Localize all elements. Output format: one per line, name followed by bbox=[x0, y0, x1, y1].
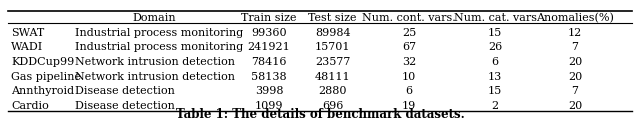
Text: 23577: 23577 bbox=[315, 57, 351, 67]
Text: Disease detection: Disease detection bbox=[75, 101, 175, 111]
Text: Num. cat. vars: Num. cat. vars bbox=[454, 13, 537, 23]
Text: 99360: 99360 bbox=[252, 28, 287, 38]
Text: 7: 7 bbox=[572, 42, 579, 52]
Text: 7: 7 bbox=[572, 86, 579, 96]
Text: 6: 6 bbox=[492, 57, 499, 67]
Text: 48111: 48111 bbox=[315, 72, 351, 82]
Text: 15: 15 bbox=[488, 86, 502, 96]
Text: 15701: 15701 bbox=[315, 42, 351, 52]
Text: 78416: 78416 bbox=[252, 57, 287, 67]
Text: Anomalies(%): Anomalies(%) bbox=[536, 13, 614, 23]
Text: 1099: 1099 bbox=[255, 101, 284, 111]
Text: 25: 25 bbox=[402, 28, 417, 38]
Text: Cardio: Cardio bbox=[11, 101, 49, 111]
Text: 15: 15 bbox=[488, 28, 502, 38]
Text: 6: 6 bbox=[406, 86, 413, 96]
Text: 20: 20 bbox=[568, 72, 582, 82]
Text: 19: 19 bbox=[402, 101, 417, 111]
Text: 2: 2 bbox=[492, 101, 499, 111]
Text: 2880: 2880 bbox=[319, 86, 347, 96]
Text: Table 1: The details of benchmark datasets.: Table 1: The details of benchmark datase… bbox=[175, 108, 465, 121]
Text: 12: 12 bbox=[568, 28, 582, 38]
Text: 13: 13 bbox=[488, 72, 502, 82]
Text: Train size: Train size bbox=[241, 13, 297, 23]
Text: 20: 20 bbox=[568, 101, 582, 111]
Text: SWAT: SWAT bbox=[11, 28, 44, 38]
Text: 89984: 89984 bbox=[315, 28, 351, 38]
Text: 32: 32 bbox=[402, 57, 417, 67]
Text: Gas pipeline: Gas pipeline bbox=[11, 72, 81, 82]
Text: 58138: 58138 bbox=[252, 72, 287, 82]
Text: 10: 10 bbox=[402, 72, 417, 82]
Text: 20: 20 bbox=[568, 57, 582, 67]
Text: Test size: Test size bbox=[308, 13, 357, 23]
Text: 67: 67 bbox=[402, 42, 416, 52]
Text: WADI: WADI bbox=[11, 42, 43, 52]
Text: 696: 696 bbox=[322, 101, 344, 111]
Text: Network intrusion detection: Network intrusion detection bbox=[75, 72, 235, 82]
Text: 3998: 3998 bbox=[255, 86, 284, 96]
Text: Domain: Domain bbox=[132, 13, 176, 23]
Text: KDDCup99: KDDCup99 bbox=[11, 57, 74, 67]
Text: Disease detection: Disease detection bbox=[75, 86, 175, 96]
Text: Industrial process monitoring: Industrial process monitoring bbox=[75, 42, 243, 52]
Text: Num. cont. vars.: Num. cont. vars. bbox=[362, 13, 456, 23]
Text: Annthyroid: Annthyroid bbox=[11, 86, 74, 96]
Text: 241921: 241921 bbox=[248, 42, 291, 52]
Text: Industrial process monitoring: Industrial process monitoring bbox=[75, 28, 243, 38]
Text: 26: 26 bbox=[488, 42, 502, 52]
Text: Network intrusion detection: Network intrusion detection bbox=[75, 57, 235, 67]
